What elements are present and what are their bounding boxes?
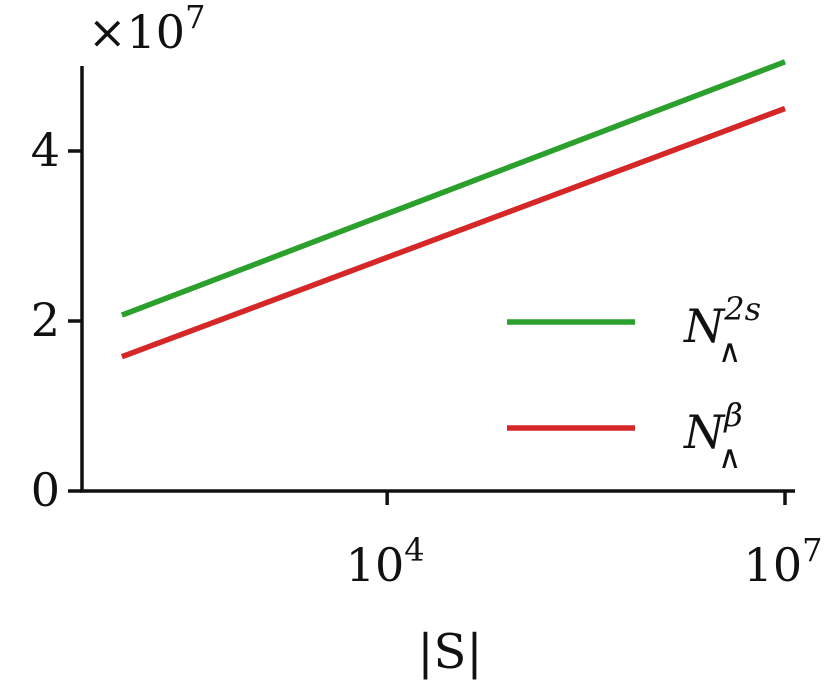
y-tick-label-2: 4 <box>31 123 60 177</box>
legend: N2s∧Nβ∧ <box>507 290 761 476</box>
series-line-2 <box>120 105 786 360</box>
y-ticks: 0 2 4 <box>31 123 82 517</box>
y-tick-label-1: 2 <box>31 293 60 347</box>
x-tick-label-1: 107 <box>744 531 823 592</box>
y-tick-label-0: 0 <box>31 463 60 517</box>
legend-label-1: N2s <box>683 290 761 353</box>
y-multiplier-base: ×10 <box>88 5 185 59</box>
x-tick-label-0: 104 <box>346 531 425 592</box>
series-line-1 <box>120 59 786 318</box>
y-multiplier-exponent: 7 <box>185 0 205 36</box>
plot-lines <box>120 59 786 360</box>
legend-sublabel-1: ∧ <box>718 332 741 370</box>
x-ticks: 104 107 <box>346 491 823 592</box>
x-axis-title: |S| <box>417 624 482 680</box>
legend-label-2: Nβ <box>683 396 743 459</box>
legend-sublabel-2: ∧ <box>718 438 741 476</box>
y-multiplier: ×107 <box>88 0 205 59</box>
